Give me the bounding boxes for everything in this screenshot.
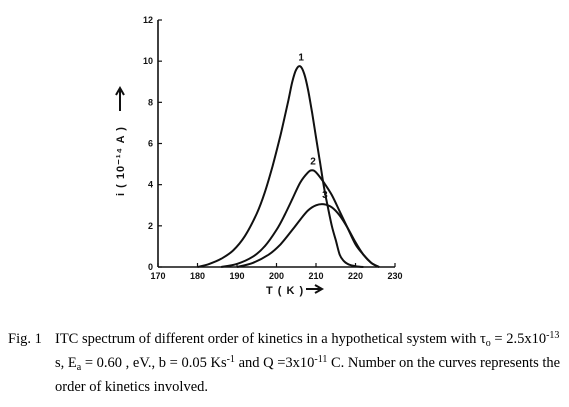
y-tick-label: 0 [148, 262, 153, 272]
y-tick-label: 12 [143, 15, 153, 25]
curve-labels: 1 2 3 [298, 52, 328, 201]
caption-superscript: -11 [314, 354, 328, 365]
y-axis-label: i ( 10⁻¹⁴ A ) [115, 126, 127, 196]
caption-superscript: -13 [546, 330, 560, 341]
x-tick-label: 210 [308, 271, 323, 281]
curve-label-1: 1 [298, 52, 304, 63]
y-tick-label: 6 [148, 139, 153, 149]
x-tick-label: 180 [190, 271, 205, 281]
y-axis-arrow [115, 85, 125, 111]
y-tick-label: 2 [148, 221, 153, 231]
caption-part: s, E [55, 355, 77, 371]
chart-curves [197, 65, 380, 268]
x-axis-label: T ( K ) [266, 285, 304, 297]
x-tick-label: 170 [150, 271, 165, 281]
curve-label-2: 2 [310, 156, 316, 167]
caption-part: ITC spectrum of different order of kinet… [55, 331, 486, 347]
x-axis-arrow [306, 284, 325, 294]
caption-text: ITC spectrum of different order of kinet… [55, 327, 564, 399]
caption-part: = 0.60 , eV., b = 0.05 Ks [81, 355, 227, 371]
x-axis-ticks: 170 180 190 200 210 220 230 [150, 263, 403, 281]
y-tick-label: 8 [148, 97, 153, 107]
x-tick-label: 230 [387, 271, 402, 281]
y-axis-ticks: 0 2 4 6 8 10 12 [143, 15, 162, 272]
y-tick-label: 10 [143, 56, 153, 66]
caption-part: and Q =3x10 [234, 355, 315, 371]
caption-part: C. Number on the curves represents the o… [55, 355, 561, 395]
curve-label-3: 3 [322, 190, 328, 201]
x-tick-label: 200 [269, 271, 284, 281]
caption-subscript: a [76, 362, 82, 373]
curve-3 [236, 203, 380, 268]
caption-part: = 2.5x10 [490, 331, 547, 347]
curve-2 [221, 169, 380, 268]
y-tick-label: 4 [148, 180, 153, 190]
caption-subscript: o [485, 338, 491, 349]
figure-caption: Fig. 1 ITC spectrum of different order o… [8, 327, 564, 399]
curve-1 [197, 65, 364, 268]
x-tick-label: 190 [229, 271, 244, 281]
caption-superscript: -1 [226, 354, 235, 365]
caption-label: Fig. 1 [8, 331, 42, 347]
x-tick-label: 220 [348, 271, 363, 281]
